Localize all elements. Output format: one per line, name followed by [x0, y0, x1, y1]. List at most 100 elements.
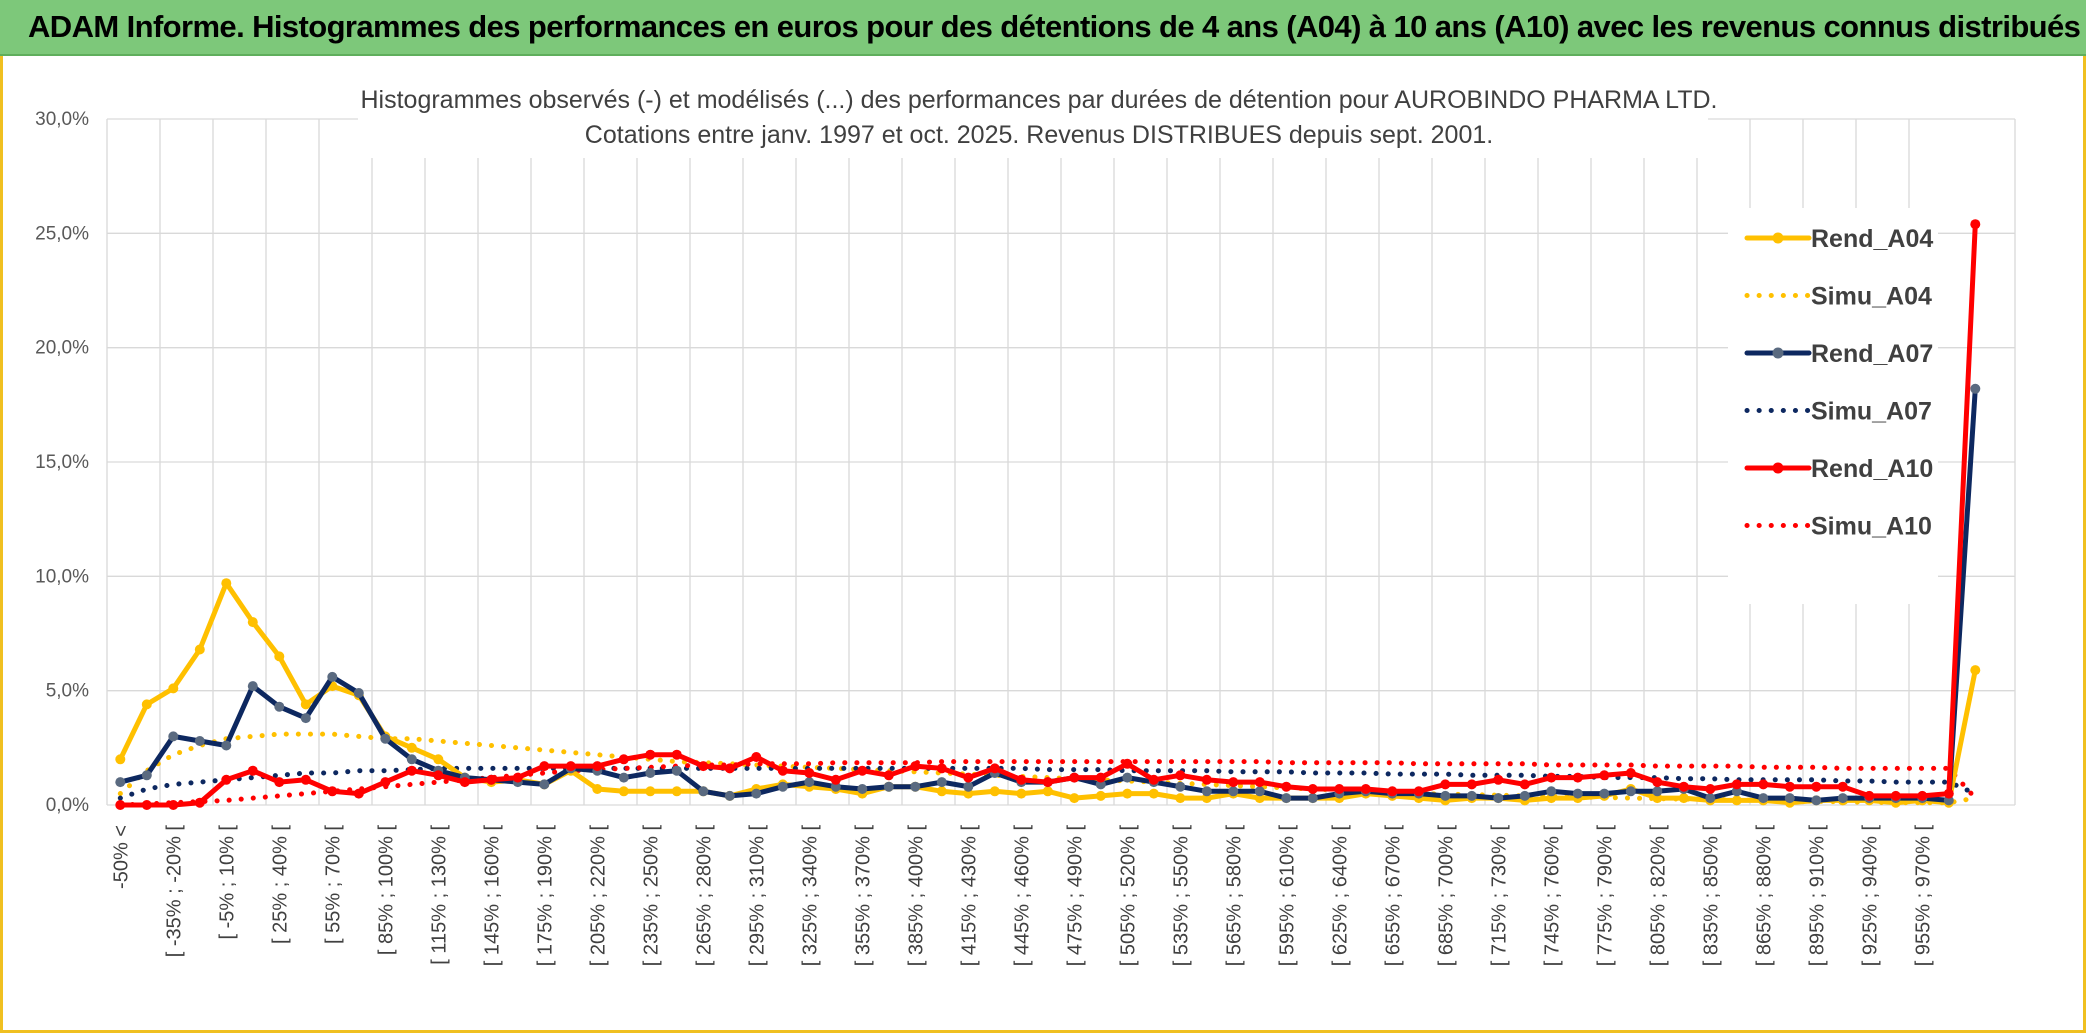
y-tick-label: 30,0%	[35, 109, 89, 130]
point-rend-a04	[1175, 793, 1186, 804]
point-rend-a07	[1811, 795, 1822, 806]
point-rend-a07	[141, 770, 152, 781]
point-rend-a10	[1095, 772, 1106, 783]
x-tick-label: [ 505% ; 520% [	[1117, 825, 1139, 967]
x-tick-label: [ 445% ; 460% [	[1011, 825, 1033, 967]
y-axis-ticks: 0,0% 5,0% 10,0% 15,0% 20,0% 25,0% 30,0%	[35, 109, 89, 816]
x-tick-label: [ 745% ; 760% [	[1541, 825, 1563, 967]
point-rend-a10	[1201, 774, 1212, 785]
point-rend-a07	[1466, 790, 1477, 801]
point-rend-a07	[804, 777, 815, 788]
point-rend-a10	[1387, 786, 1398, 797]
point-rend-a04	[1970, 665, 1981, 676]
report-header: ADAM Informe. Histogrammes des performan…	[0, 0, 2086, 56]
point-rend-a10	[194, 797, 205, 808]
point-rend-a04	[300, 699, 311, 710]
y-tick-label: 5,0%	[46, 681, 89, 702]
point-rend-a07	[1784, 793, 1795, 804]
x-tick-label: [ 355% ; 370% [	[852, 825, 874, 967]
point-rend-a07	[1519, 790, 1530, 801]
point-rend-a07	[1625, 786, 1636, 797]
point-rend-a07	[698, 786, 709, 797]
point-rend-a04	[671, 786, 682, 797]
point-rend-a10	[1943, 788, 1954, 799]
point-rend-a10	[1334, 784, 1345, 794]
point-rend-a10	[1731, 779, 1742, 790]
point-rend-a04	[1042, 786, 1053, 797]
point-rend-a10	[1864, 790, 1875, 801]
point-rend-a10	[671, 749, 682, 760]
series-line-simu-a07	[117, 765, 1978, 801]
point-rend-a07	[1731, 786, 1742, 797]
point-rend-a04	[1148, 788, 1159, 799]
point-rend-a07	[1837, 793, 1848, 804]
histogram-chart: 0,0% 5,0% 10,0% 15,0% 20,0% 25,0% 30,0% -50% <…	[35, 78, 2016, 967]
point-rend-a10	[1784, 781, 1795, 792]
data-series	[115, 219, 1981, 810]
point-rend-a07	[1307, 793, 1318, 804]
point-rend-a10	[1042, 777, 1053, 788]
point-rend-a07	[168, 731, 179, 742]
point-rend-a07	[1228, 786, 1239, 797]
point-rend-a10	[1625, 768, 1636, 778]
point-rend-a10	[989, 763, 1000, 774]
legend-item-simu-a07: Simu_A07	[1744, 398, 1932, 426]
point-rend-a10	[512, 772, 523, 783]
point-rend-a04	[645, 786, 656, 797]
title-background	[358, 78, 1708, 158]
legend-item-simu-a10: Simu_A10	[1744, 513, 1932, 541]
point-rend-a10	[1519, 779, 1530, 790]
series-line-simu-a10	[117, 759, 1978, 808]
point-rend-a10	[883, 770, 894, 781]
point-rend-a10	[1890, 790, 1901, 801]
point-rend-a04	[936, 786, 947, 797]
point-rend-a10	[1175, 770, 1186, 781]
x-tick-label: [ 385% ; 400% [	[905, 825, 927, 967]
grid-lines	[106, 118, 2016, 806]
x-axis-ticks: -50% < [ -35% ; -20% [[ -5% ; 10% [[ 25% …	[110, 825, 1934, 967]
legend-item-rend-a04: Rend_A04	[1744, 225, 1933, 253]
point-rend-a07	[751, 788, 762, 799]
legend-item-simu-a04: Simu_A04	[1744, 283, 1932, 311]
x-tick-label: [ 295% ; 310% [	[746, 825, 768, 967]
legend-marker	[1772, 347, 1784, 359]
point-rend-a10	[1546, 772, 1557, 783]
point-rend-a10	[565, 761, 576, 772]
x-tick-label: [ 835% ; 850% [	[1700, 825, 1722, 967]
point-rend-a10	[830, 774, 841, 785]
point-rend-a10	[1811, 781, 1822, 792]
x-tick-label: [ 325% ; 340% [	[799, 825, 821, 967]
x-tick-label: [ 595% ; 610% [	[1276, 825, 1298, 967]
point-rend-a04	[1069, 793, 1080, 804]
point-rend-a10	[1572, 772, 1583, 783]
x-tick-label: [ 415% ; 430% [	[958, 825, 980, 967]
point-rend-a04	[168, 683, 179, 694]
chart-subtitle: Cotations entre janv. 1997 et oct. 2025.…	[585, 121, 1493, 149]
x-tick-label: [ 205% ; 220% [	[587, 825, 609, 967]
chart-title: Histogrammes observés (-) et modélisés (…	[361, 86, 1718, 114]
legend-label: Rend_A04	[1811, 225, 1933, 253]
point-rend-a07	[406, 754, 417, 765]
point-rend-a10	[1705, 784, 1716, 794]
legend-marker	[1772, 462, 1784, 474]
point-rend-a10	[1466, 779, 1477, 790]
point-rend-a07	[724, 790, 735, 801]
x-tick-label: [ 895% ; 910% [	[1806, 825, 1828, 967]
point-rend-a10	[141, 800, 152, 810]
point-rend-a04	[989, 786, 1000, 797]
legend-marker	[1772, 232, 1784, 244]
legend-label: Simu_A07	[1811, 398, 1932, 426]
x-tick-label: [ 775% ; 790% [	[1594, 825, 1616, 967]
report-title: ADAM Informe. Histogrammes des performan…	[28, 9, 2081, 44]
point-rend-a04	[1731, 795, 1742, 806]
point-rend-a10	[1122, 758, 1133, 769]
y-tick-label: 15,0%	[35, 452, 89, 473]
point-rend-a10	[115, 800, 126, 810]
x-tick-label: [ 805% ; 820% [	[1647, 825, 1669, 967]
point-rend-a07	[1652, 786, 1663, 797]
point-rend-a07	[883, 781, 894, 792]
x-tick-label: [ 955% ; 970% [	[1912, 825, 1934, 967]
point-rend-a10	[1228, 777, 1239, 788]
point-rend-a07	[857, 784, 868, 794]
point-rend-a07	[1546, 786, 1557, 797]
